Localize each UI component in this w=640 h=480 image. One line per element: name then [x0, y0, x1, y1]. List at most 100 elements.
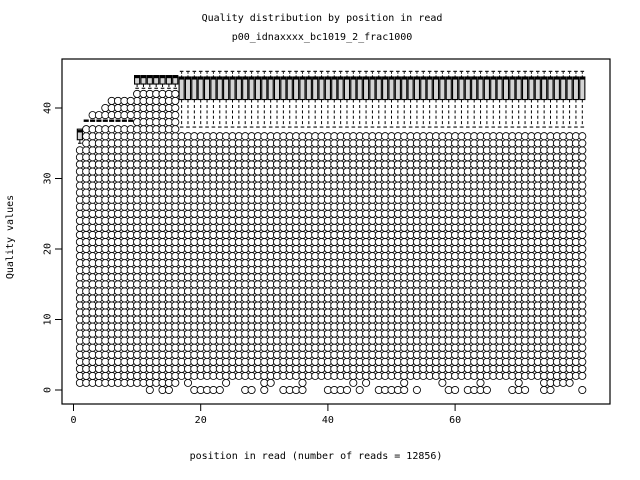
box — [388, 76, 395, 101]
box — [528, 76, 535, 101]
outlier-point — [171, 89, 180, 98]
outlier-point — [222, 378, 231, 387]
outlier-point — [171, 96, 180, 105]
outlier-point — [514, 378, 523, 387]
box — [521, 76, 529, 101]
outlier-point — [400, 385, 409, 395]
box — [394, 76, 401, 101]
box — [579, 76, 586, 101]
outlier-point — [578, 195, 587, 204]
box — [76, 128, 83, 141]
outlier-point — [578, 259, 587, 268]
box — [464, 76, 471, 101]
axes: 0 20 40 60 0 10 20 30 40 — [43, 102, 462, 426]
box — [203, 76, 211, 101]
outlier-point — [482, 385, 491, 395]
box — [223, 76, 230, 101]
box — [242, 76, 249, 101]
outlier-point — [578, 343, 587, 352]
box — [382, 76, 389, 101]
x-axis-label: position in read (number of reads = 1285… — [190, 451, 443, 462]
outlier-point — [164, 385, 173, 395]
outlier-point — [578, 167, 587, 176]
box — [305, 76, 312, 101]
boxplots — [76, 70, 586, 144]
x-tick-label: 60 — [449, 415, 461, 426]
box — [197, 76, 204, 101]
box — [432, 76, 440, 101]
outlier-point — [215, 385, 224, 395]
box — [509, 76, 516, 101]
outlier-point — [578, 146, 587, 155]
outlier-point — [451, 385, 460, 395]
plot-area: 0 20 40 60 0 10 20 30 40 — [43, 58, 611, 426]
outlier-point — [171, 125, 180, 134]
box — [299, 76, 306, 101]
outlier-point — [578, 160, 587, 169]
box — [140, 75, 147, 85]
box — [445, 76, 452, 101]
outlier-point — [578, 294, 587, 303]
y-axis-label: Quality values — [5, 195, 16, 279]
outlier-point — [578, 223, 587, 232]
outlier-point — [126, 103, 135, 113]
outlier-point — [260, 385, 269, 395]
outlier-point — [565, 378, 574, 387]
box — [292, 76, 300, 101]
box — [267, 76, 274, 101]
box — [515, 76, 522, 101]
outlier-point — [578, 308, 587, 317]
chart-title: Quality distribution by position in read — [202, 13, 443, 24]
box — [541, 76, 548, 101]
outlier-point — [145, 385, 154, 395]
box — [146, 75, 153, 85]
outlier-point — [400, 378, 409, 387]
outlier-point — [578, 336, 587, 345]
box — [490, 76, 497, 101]
box — [458, 76, 465, 101]
box — [254, 76, 262, 101]
outlier-point — [476, 378, 485, 387]
outlier-point — [578, 280, 587, 289]
outlier-point — [126, 96, 135, 105]
box — [235, 76, 242, 101]
box — [280, 76, 287, 101]
box — [153, 75, 160, 85]
box — [547, 76, 554, 101]
outlier-point — [247, 385, 256, 395]
box — [426, 76, 433, 101]
box — [165, 75, 173, 85]
box — [318, 76, 325, 101]
outlier-point — [578, 385, 587, 395]
box — [229, 76, 236, 101]
box — [324, 76, 332, 101]
box — [178, 76, 185, 101]
outlier-point — [521, 385, 530, 395]
box — [356, 76, 363, 101]
outlier-point — [342, 385, 352, 395]
outlier-point — [578, 202, 587, 211]
y-tick-label: 20 — [43, 243, 54, 255]
outliers-lattice — [75, 89, 587, 395]
outlier-point — [355, 385, 364, 395]
box — [286, 76, 293, 101]
box — [159, 75, 166, 85]
outlier-point — [578, 350, 587, 359]
outlier-point — [578, 230, 587, 239]
outlier-point — [578, 237, 587, 247]
outlier-point — [578, 188, 587, 197]
x-tick-label: 0 — [70, 415, 76, 426]
box — [248, 76, 255, 101]
outlier-point — [578, 216, 587, 225]
outlier-point — [362, 378, 371, 387]
y-tick-label: 30 — [43, 172, 54, 184]
box — [502, 76, 510, 101]
y-tick-label: 10 — [43, 313, 54, 325]
outlier-point — [578, 139, 587, 148]
x-tick-label: 40 — [322, 415, 334, 426]
box — [401, 76, 408, 101]
box — [420, 76, 427, 101]
box — [216, 76, 223, 101]
box — [362, 76, 370, 101]
